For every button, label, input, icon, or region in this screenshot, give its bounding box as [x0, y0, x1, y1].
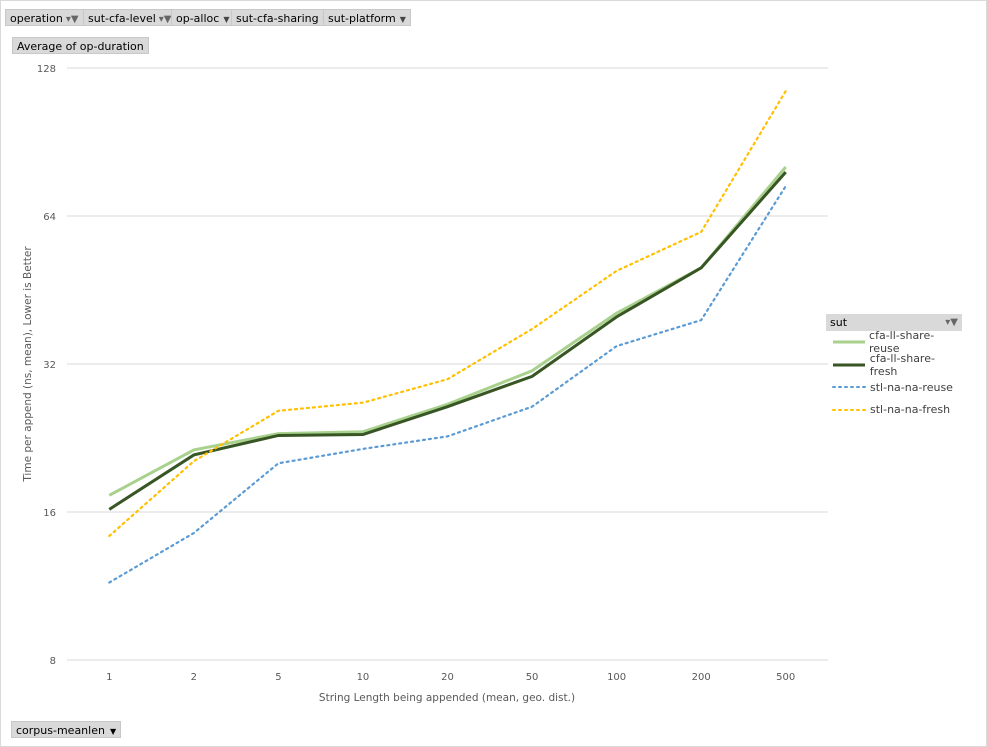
data-point-stl-na-na-fresh [446, 378, 449, 381]
x-tick-label: 5 [275, 672, 281, 683]
x-tick-label: 500 [776, 672, 795, 683]
x-tick-label: 20 [441, 672, 454, 683]
data-point-cfa-ll-share-fresh [108, 508, 111, 511]
series-line-stl-na-na-fresh [108, 89, 787, 538]
data-point-stl-na-na-fresh [784, 90, 787, 93]
data-point-stl-na-na-fresh [277, 409, 280, 412]
data-point-cfa-ll-share-fresh [277, 434, 280, 437]
legend-swatch [833, 363, 865, 367]
data-point-cfa-ll-share-reuse [784, 166, 787, 169]
filter-icon: ▾▼ [945, 317, 958, 328]
data-point-stl-na-na-fresh [108, 534, 111, 537]
data-point-stl-na-na-reuse [784, 185, 787, 188]
x-tick-label: 1 [106, 672, 112, 683]
data-point-stl-na-na-fresh [615, 269, 618, 272]
data-point-stl-na-na-reuse [531, 405, 534, 408]
x-tick-label: 2 [191, 672, 197, 683]
y-tick-label: 8 [50, 656, 56, 667]
x-axis-title: String Length being appended (mean, geo.… [319, 692, 575, 704]
value-field-button[interactable]: Average of op-duration [12, 37, 149, 54]
dropdown-icon: ▼ [223, 15, 230, 24]
data-point-cfa-ll-share-fresh [192, 453, 195, 456]
series-line-cfa-ll-share-fresh [108, 171, 787, 511]
filter-label: sut-platform [328, 12, 396, 25]
data-point-cfa-ll-share-reuse [531, 369, 534, 372]
filter-label: op-alloc [176, 12, 220, 25]
data-point-stl-na-na-reuse [277, 462, 280, 465]
y-tick-label: 32 [43, 360, 56, 371]
legend-swatch [832, 386, 866, 389]
data-point-stl-na-na-fresh [361, 401, 364, 404]
filter-label: sut-cfa-sharing [236, 12, 319, 25]
legend-swatch [833, 340, 865, 344]
filter-label: sut-cfa-level [88, 12, 156, 25]
series-line-stl-na-na-reuse [108, 185, 787, 584]
legend-swatch [832, 408, 866, 411]
filter-button-sut-cfa-sharing[interactable]: sut-cfa-sharing▼ [231, 9, 334, 26]
data-point-stl-na-na-fresh [700, 230, 703, 233]
data-point-stl-na-na-reuse [446, 435, 449, 438]
data-point-stl-na-na-reuse [700, 319, 703, 322]
filter-button-sut-platform[interactable]: sut-platform ▼ [323, 9, 411, 26]
data-point-cfa-ll-share-fresh [784, 171, 787, 174]
dropdown-icon: ▼ [399, 15, 406, 24]
legend-title: sut [830, 316, 848, 329]
x-tick-label: 100 [607, 672, 626, 683]
data-point-cfa-ll-share-fresh [615, 315, 618, 318]
filter-button-sut-cfa-level[interactable]: sut-cfa-level ▾▼ [83, 9, 177, 26]
y-tick-label: 128 [37, 64, 56, 75]
axis-field-button[interactable]: corpus-meanlen ▼ [11, 721, 122, 738]
legend-item: cfa-ll-share-reuse [826, 329, 962, 356]
legend-item: cfa-ll-share-fresh [826, 351, 962, 378]
legend-filter-button[interactable]: sut ▾▼ [826, 314, 962, 331]
x-tick-label: 50 [526, 672, 539, 683]
data-point-stl-na-na-reuse [615, 345, 618, 348]
y-tick-label: 64 [43, 212, 56, 223]
filter-button-operation[interactable]: operation ▾▼ [5, 9, 84, 26]
legend: sut ▾▼ cfa-ll-share-reuse cfa-ll-share-fre… [826, 314, 962, 421]
legend-label: cfa-ll-share-fresh [869, 351, 935, 378]
legend-label: stl-na-na-reuse [870, 380, 953, 394]
data-point-stl-na-na-reuse [108, 581, 111, 584]
legend-label: cfa-ll-share-reuse [869, 329, 935, 356]
y-axis-title: Time per append (ns, mean), Lower is Bet… [22, 246, 34, 483]
data-point-stl-na-na-reuse [192, 532, 195, 535]
legend-item: stl-na-na-reuse [826, 376, 962, 399]
axis-field-label: corpus-meanlen [16, 724, 105, 737]
legend-label: stl-na-na-fresh [870, 403, 951, 417]
filter-label: operation [10, 12, 63, 25]
data-point-cfa-ll-share-fresh [531, 375, 534, 378]
x-tick-label: 10 [357, 672, 370, 683]
data-point-cfa-ll-share-reuse [108, 494, 111, 497]
x-tick-label: 200 [692, 672, 711, 683]
data-point-cfa-ll-share-reuse [192, 448, 195, 451]
data-point-cfa-ll-share-fresh [700, 266, 703, 269]
filter-active-icon: ▾▼ [65, 14, 79, 25]
filter-button-op-alloc[interactable]: op-alloc ▼ [171, 9, 235, 26]
legend-item: stl-na-na-fresh [826, 399, 962, 422]
data-point-stl-na-na-reuse [361, 447, 364, 450]
data-point-cfa-ll-share-fresh [446, 405, 449, 408]
filter-active-icon: ▾▼ [158, 14, 172, 25]
dropdown-icon: ▼ [109, 727, 117, 736]
y-tick-label: 16 [43, 508, 56, 519]
data-point-cfa-ll-share-reuse [615, 312, 618, 315]
data-point-stl-na-na-fresh [192, 460, 195, 463]
data-point-stl-na-na-fresh [531, 327, 534, 330]
data-point-cfa-ll-share-fresh [361, 433, 364, 436]
